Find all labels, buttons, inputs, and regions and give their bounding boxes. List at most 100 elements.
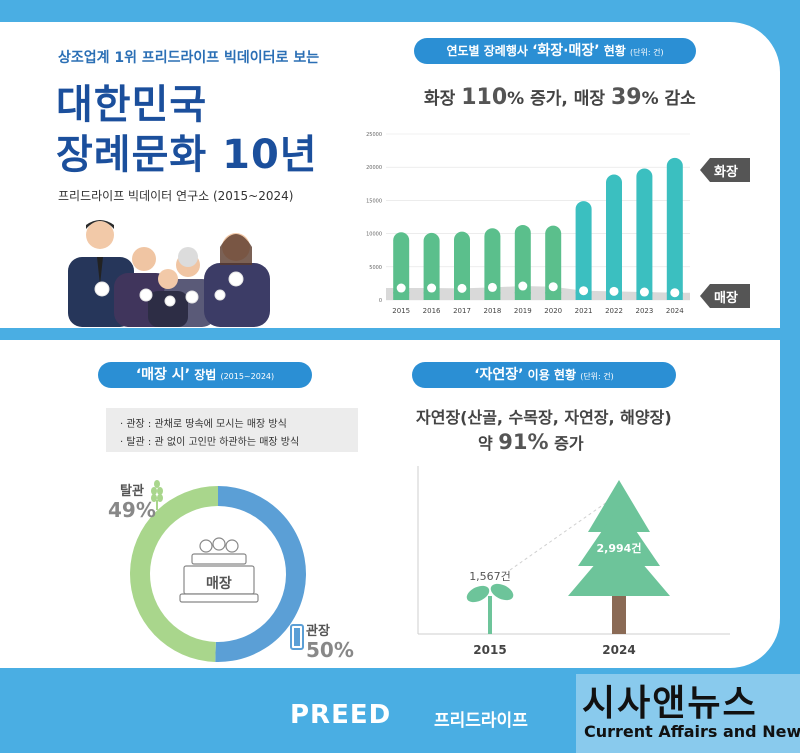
x-tick-label: 2024: [666, 307, 684, 315]
label-coffin: 관장: [306, 624, 330, 639]
pill-unit: (단위: 건): [630, 48, 664, 57]
pill-highlight: ‘자연장’: [474, 367, 524, 383]
cremation-bar: [393, 232, 410, 300]
sprout-leaf: [490, 583, 514, 601]
cremation-bar-base: [514, 292, 531, 300]
note-no-coffin: · 탈관 : 관 없이 고인만 하관하는 매장 방식: [120, 437, 300, 448]
donut-center-label: 매장: [206, 576, 232, 592]
pill-highlight: ‘매장 시’: [135, 367, 191, 383]
cremation-bar-base: [575, 292, 592, 300]
burial-point: [670, 288, 680, 298]
cremation-bar: [575, 201, 592, 300]
cremation-bar-base: [545, 292, 562, 300]
y-tick-label: 20000: [366, 165, 382, 171]
cremation-bar-base: [484, 292, 501, 300]
x-tick-label: 2019: [514, 307, 532, 315]
summary-text: 화장: [424, 89, 462, 109]
year-2024: 2024: [602, 643, 635, 657]
cremation-tag-label: 화장: [714, 165, 738, 180]
pct-no-coffin: 49%: [108, 498, 156, 522]
pill-text: 연도별 장례행사: [446, 44, 533, 58]
brand-name-kr: 프리드라이프: [434, 711, 528, 731]
year-2015: 2015: [473, 643, 506, 657]
burial-point: [579, 286, 589, 296]
cremation-bar-base: [393, 292, 410, 300]
watermark-box: [576, 674, 800, 753]
y-tick-label: 25000: [366, 132, 382, 138]
watermark-subtitle: Current Affairs and News: [584, 722, 800, 741]
cremation-burial-pill: 연도별 장례행사 ‘화장·매장’ 현황 (단위: 건): [414, 38, 696, 64]
x-tick-label: 2015: [392, 307, 410, 315]
page-title-line1: 대한민국: [56, 82, 208, 128]
x-tick-label: 2021: [575, 307, 593, 315]
burial-point: [427, 283, 437, 293]
tree-bottom: [568, 536, 670, 596]
x-tick-label: 2023: [635, 307, 653, 315]
y-tick-label: 15000: [366, 198, 382, 204]
cremation-bar: [514, 224, 531, 300]
y-tick-label: 5000: [369, 265, 382, 271]
tree-trunk: [612, 590, 626, 634]
natural-burial-pill: ‘자연장’ 이용 현황 (단위: 건): [412, 362, 676, 388]
pill-text: 장법: [190, 368, 221, 382]
donut-slice-coffin: [215, 486, 307, 662]
burial-point: [548, 282, 558, 292]
burial-tag: 매장: [700, 284, 750, 308]
y-tick-label: 0: [379, 298, 382, 304]
mourner-woman-figure: [204, 233, 270, 327]
wheat-icon: [151, 480, 163, 510]
summary-number: 110: [461, 85, 508, 110]
cremation-bar: [636, 168, 653, 300]
chrysanthemum-flowers: [94, 271, 244, 307]
coffin-icon: [179, 537, 259, 603]
label-no-coffin: 탈관: [120, 484, 144, 499]
pill-text: 이용 현황: [523, 368, 581, 382]
x-tick-label: 2017: [453, 307, 471, 315]
watermark-title: 시사앤뉴스: [582, 683, 758, 724]
natural-burial-summary-line2: 약 91% 증가: [478, 430, 584, 454]
trend-line: [509, 499, 611, 571]
x-tick-label: 2018: [483, 307, 501, 315]
mourner-child-figure: [148, 269, 188, 327]
coffin-outline-icon: [290, 624, 304, 650]
burial-method-notes: · 관장 : 관채로 땅속에 모시는 매장 방식 · 탈관 : 관 없이 고인만…: [106, 408, 358, 452]
burial-point: [609, 286, 619, 296]
summary-text: % 증가, 매장: [507, 89, 611, 109]
sprout-stem: [488, 596, 492, 634]
pill-highlight: ‘화장·매장’: [532, 43, 600, 59]
x-tick-label: 2016: [423, 307, 441, 315]
bottom-panel: [0, 340, 780, 668]
header-subtitle: 상조업계 1위 프리드라이프 빅데이터로 보는: [58, 50, 320, 66]
cremation-bar: [666, 157, 683, 300]
summary-text: % 감소: [641, 89, 696, 109]
brand-logo: PREED: [290, 700, 392, 730]
value-2015: 1,567건: [469, 570, 511, 583]
pill-unit: (2015~2024): [220, 372, 275, 381]
burial-point: [518, 281, 528, 291]
cremation-bar-base: [423, 292, 440, 300]
cremation-bar: [454, 231, 470, 300]
cremation-bar: [423, 232, 440, 300]
cremation-bar: [606, 174, 622, 300]
burial-point: [639, 287, 649, 297]
cremation-bar: [545, 225, 562, 300]
sprout-leaf: [466, 585, 490, 603]
header-source: 프리드라이프 빅데이터 연구소 (2015~2024): [58, 189, 294, 203]
burial-method-pill: ‘매장 시’ 장법 (2015~2024): [98, 362, 312, 388]
page-title-line2: 장례문화 10년: [56, 132, 318, 178]
summary-number: 91%: [498, 430, 549, 454]
burial-method-donut: [130, 486, 307, 662]
note-coffin: · 관장 : 관채로 땅속에 모시는 매장 방식: [120, 419, 287, 430]
summary-number: 39: [610, 85, 642, 110]
summary-text: 증가: [548, 434, 584, 453]
burial-point: [396, 283, 406, 293]
x-tick-label: 2022: [605, 307, 623, 315]
summary-text: 약: [478, 434, 499, 453]
mourners-illustration: [68, 220, 270, 327]
value-2024: 2,994건: [597, 541, 642, 555]
cremation-summary: 화장 110% 증가, 매장 39% 감소: [424, 84, 696, 110]
cremation-burial-bar-chart: 0 5000 10000 15000 20000 25000 2015 2016 2017 201…: [366, 132, 690, 315]
cremation-bar-base: [454, 292, 470, 300]
burial-point: [487, 282, 497, 292]
natural-burial-summary-line1: 자연장(산골, 수목장, 자연장, 해양장): [416, 408, 672, 427]
